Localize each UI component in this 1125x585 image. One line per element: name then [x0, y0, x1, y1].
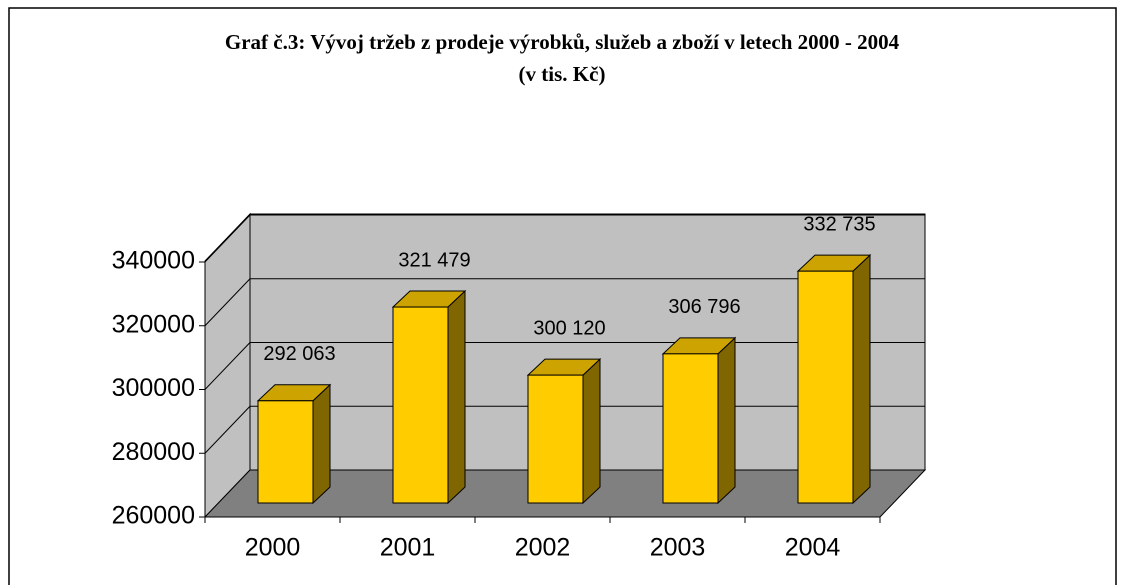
x-tick-label: 2004: [785, 534, 841, 562]
y-tick-label: 260000: [112, 502, 195, 530]
y-tick-label: 300000: [112, 374, 195, 402]
x-tick-label: 2001: [380, 534, 436, 562]
value-label: 306 796: [668, 296, 740, 318]
bar-side: [852, 253, 871, 505]
bar: [392, 306, 449, 504]
x-tick-label: 2002: [515, 534, 571, 562]
grid-line: [204, 214, 251, 263]
bar-side: [447, 289, 466, 505]
bar-side: [312, 383, 331, 505]
value-label: 300 120: [533, 317, 605, 339]
grid-line: [204, 278, 251, 327]
bar: [662, 353, 719, 504]
y-tick-label: 280000: [112, 438, 195, 466]
x-tick-label: 2003: [650, 534, 706, 562]
bar: [797, 270, 854, 504]
bar-side: [582, 357, 601, 505]
bar: [527, 374, 584, 504]
y-tick-label: 320000: [112, 310, 195, 338]
bar-side: [717, 336, 736, 505]
chart-subtitle: (v tis. Kč): [519, 62, 606, 86]
y-tick-label: 340000: [112, 247, 195, 275]
bar: [257, 400, 314, 504]
value-label: 292 063: [263, 343, 335, 365]
value-label: 321 479: [398, 249, 470, 271]
x-tick-label: 2000: [245, 534, 301, 562]
chart-title: Graf č.3: Vývoj tržeb z prodeje výrobků,…: [225, 30, 900, 54]
grid-line: [204, 405, 251, 454]
grid-line: [204, 342, 251, 390]
value-label: 332 735: [803, 213, 875, 235]
